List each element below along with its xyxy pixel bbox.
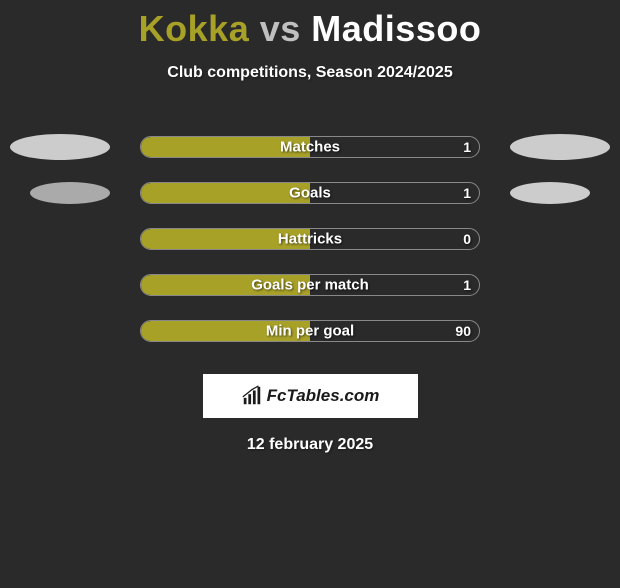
subtitle-text: Club competitions, Season 2024/2025 (0, 64, 620, 82)
stat-row: Goals per match 1 (0, 262, 620, 308)
date-text: 12 february 2025 (0, 436, 620, 454)
stat-value-right: 1 (463, 139, 471, 155)
stat-row: Hattricks 0 (0, 216, 620, 262)
stats-container: Matches 1 Goals 1 Hattricks 0 Goals per match 1… (0, 124, 620, 354)
player-photo-placeholder-right (510, 134, 610, 160)
stat-label: Min per goal (266, 323, 354, 340)
stat-label: Goals per match (251, 277, 369, 294)
stat-bar: Matches 1 (140, 136, 480, 158)
stat-row: Goals 1 (0, 170, 620, 216)
stat-label: Hattricks (278, 231, 342, 248)
player-photo-placeholder-right (510, 182, 590, 204)
stat-bar: Goals per match 1 (140, 274, 480, 296)
stat-bar: Goals 1 (140, 182, 480, 204)
player-photo-placeholder-left (10, 134, 110, 160)
stat-value-right: 1 (463, 185, 471, 201)
player2-name: Madissoo (311, 8, 481, 49)
comparison-title: Kokka vs Madissoo (0, 8, 620, 50)
bar-chart-icon (241, 385, 263, 407)
vs-text: vs (260, 8, 301, 49)
stat-bar-fill (141, 183, 310, 203)
brand-banner[interactable]: FcTables.com (203, 374, 418, 418)
stat-value-right: 1 (463, 277, 471, 293)
player1-name: Kokka (139, 8, 250, 49)
stat-value-right: 90 (455, 323, 471, 339)
stat-label: Matches (280, 139, 340, 156)
stat-label: Goals (289, 185, 331, 202)
stat-bar: Hattricks 0 (140, 228, 480, 250)
stat-bar: Min per goal 90 (140, 320, 480, 342)
brand-text: FcTables.com (267, 386, 380, 406)
stat-row: Matches 1 (0, 124, 620, 170)
stat-value-right: 0 (463, 231, 471, 247)
stat-row: Min per goal 90 (0, 308, 620, 354)
player-photo-placeholder-left (30, 182, 110, 204)
